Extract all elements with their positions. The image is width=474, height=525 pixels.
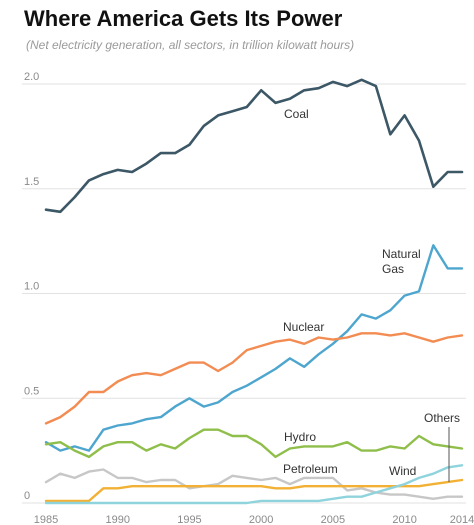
x-tick-label: 2010 [392,514,416,525]
label-nuclear: Nuclear [283,320,324,334]
x-tick-label: 2000 [249,514,273,525]
y-tick-label: 1.0 [24,281,39,293]
x-tick-label: 2014 [450,514,474,525]
chart-title: Where America Gets Its Power [24,6,343,31]
series-line-nuclear [44,332,464,425]
gridlines [22,83,466,504]
y-tick-label: 0 [24,490,30,502]
x-tick-label: 1985 [34,514,58,525]
y-tick-label: 2.0 [24,71,39,83]
y-tick-label: 1.5 [24,176,39,188]
series-lines [44,78,464,505]
label-others: Others [424,411,460,425]
x-tick-label: 1995 [177,514,201,525]
series-line-petroleum [44,468,464,500]
chart-subtitle: (Net electricity generation, all sectors… [26,38,355,52]
label-natural-gas-line1: Natural [382,247,421,261]
label-hydro: Hydro [284,430,316,444]
label-coal: Coal [284,107,309,121]
label-wind: Wind [389,464,416,478]
x-axis-ticks: 1985 1990 1995 2000 2005 2010 2014 [34,514,474,525]
series-line-others [44,478,464,503]
y-tick-label: 0.5 [24,385,39,397]
series-line-hydro [44,428,464,459]
series-line-coal [44,78,464,214]
series-line-natural-gas [44,244,464,452]
label-natural-gas-line2: Gas [382,262,404,276]
x-tick-label: 1990 [105,514,129,525]
y-axis-ticks: 0 0.5 1.0 1.5 2.0 [24,71,39,502]
series-line-wind [44,464,464,505]
series-labels: Coal Natural Gas Nuclear Hydro Petroleum… [283,107,460,482]
x-tick-label: 2005 [321,514,345,525]
label-petroleum: Petroleum [283,462,338,476]
